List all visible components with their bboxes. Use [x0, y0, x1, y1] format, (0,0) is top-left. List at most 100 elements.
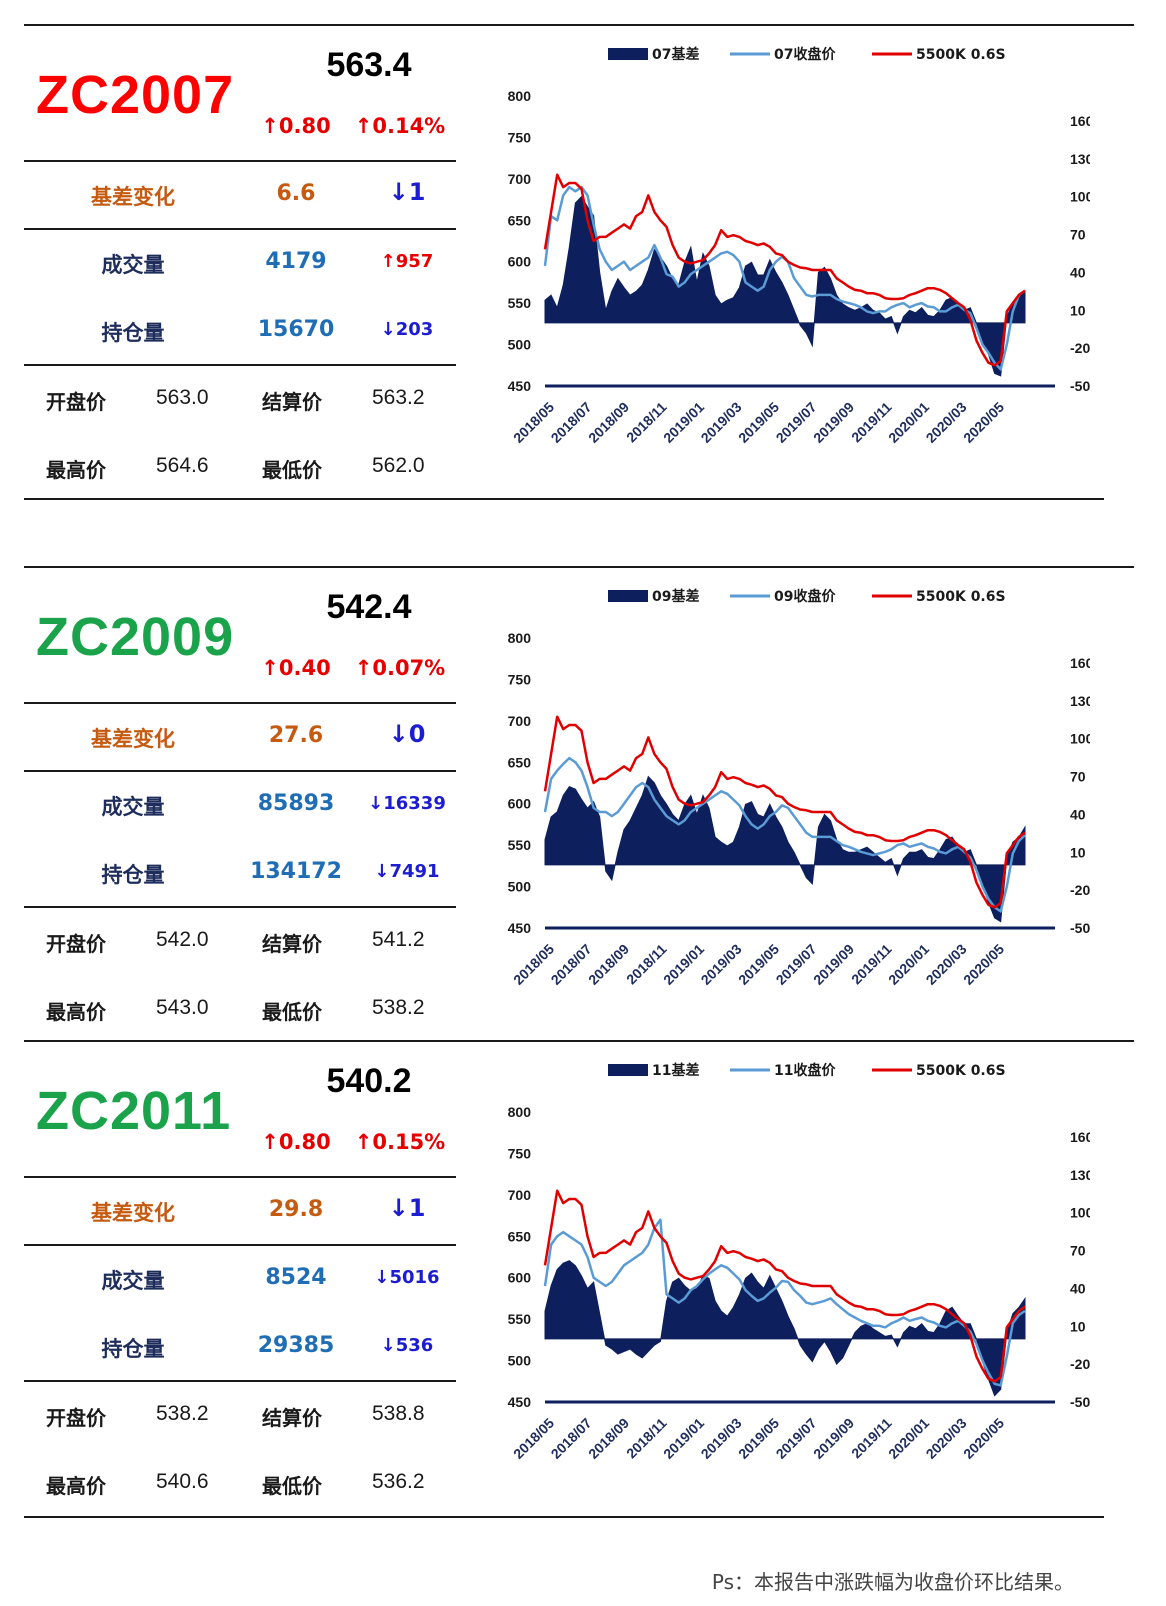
- price-change: ↑0.80: [261, 114, 331, 138]
- close-price-line: [543, 1218, 1026, 1387]
- y-left-tick: 600: [508, 1270, 532, 1286]
- y-right-tick: 70: [1070, 769, 1086, 785]
- last-price: 540.2: [326, 1062, 412, 1100]
- basis-delta: ↓1: [388, 1194, 426, 1222]
- y-left-tick: 550: [508, 1311, 532, 1327]
- x-tick: 2020/05: [960, 941, 1007, 988]
- x-tick: 2019/01: [660, 399, 707, 446]
- y-left-tick: 800: [508, 630, 532, 646]
- open-label: 开盘价: [46, 932, 106, 956]
- y-right-tick: 160: [1070, 1129, 1090, 1145]
- y-left-tick: 450: [508, 378, 532, 394]
- contract-panel: ZC2007 563.4 ↑0.80 ↑0.14% 基差变化 6.6 ↓1 成交…: [24, 24, 1134, 504]
- open-interest-label: 持仓量: [101, 321, 165, 345]
- x-tick: 2018/07: [548, 941, 595, 988]
- y-left-tick: 650: [508, 754, 532, 770]
- settle-label: 结算价: [262, 390, 322, 414]
- legend-label: 5500K 0.6S: [916, 589, 1006, 605]
- settle-value: 563.2: [372, 386, 425, 409]
- legend-label: 09收盘价: [774, 588, 836, 605]
- y-right-tick: 100: [1070, 1205, 1090, 1221]
- y-right-tick: -50: [1070, 378, 1090, 394]
- y-right-tick: 100: [1070, 189, 1090, 205]
- y-left-tick: 450: [508, 920, 532, 936]
- legend-label: 5500K 0.6S: [916, 47, 1006, 63]
- x-tick: 2020/01: [885, 399, 932, 446]
- x-tick: 2019/05: [735, 1415, 782, 1462]
- volume-label: 成交量: [101, 795, 165, 819]
- y-right-tick: 10: [1070, 1318, 1086, 1334]
- contract-panel: ZC2011 540.2 ↑0.80 ↑0.15% 基差变化 29.8 ↓1 成…: [24, 1040, 1134, 1526]
- open-value: 538.2: [156, 1402, 209, 1425]
- divider: [24, 1176, 456, 1178]
- open-value: 542.0: [156, 928, 209, 951]
- legend-item: 11收盘价: [730, 1062, 836, 1079]
- x-tick: 2019/07: [773, 1415, 820, 1462]
- y-left-tick: 650: [508, 1228, 532, 1244]
- legend-item: 11基差: [608, 1062, 699, 1079]
- y-left-tick: 800: [508, 1104, 532, 1120]
- divider: [24, 364, 456, 366]
- y-right-tick: 40: [1070, 806, 1086, 822]
- x-tick: 2018/09: [585, 399, 632, 446]
- high-value: 564.6: [156, 454, 209, 477]
- price-change: ↑0.80: [261, 1130, 331, 1154]
- x-tick: 2019/03: [698, 941, 745, 988]
- legend-label: 07基差: [652, 46, 699, 63]
- y-left-tick: 650: [508, 212, 532, 228]
- open-interest-delta: ↓203: [380, 319, 434, 340]
- settle-label: 结算价: [262, 1406, 322, 1430]
- volume-label: 成交量: [101, 1269, 165, 1293]
- x-tick: 2019/05: [735, 399, 782, 446]
- y-left-tick: 500: [508, 337, 532, 353]
- divider: [24, 160, 456, 162]
- y-right-tick: 10: [1070, 844, 1086, 860]
- y-right-tick: 10: [1070, 302, 1086, 318]
- x-tick: 2020/05: [960, 399, 1007, 446]
- y-right-tick: -20: [1070, 1356, 1090, 1372]
- y-right-tick: 130: [1070, 151, 1090, 167]
- y-right-tick: 130: [1070, 693, 1090, 709]
- y-left-tick: 800: [508, 88, 532, 104]
- bottom-divider: [24, 498, 1104, 500]
- volume-label: 成交量: [101, 253, 165, 277]
- basis-value: 27.6: [268, 723, 324, 748]
- x-tick: 2019/01: [660, 941, 707, 988]
- open-interest-label: 持仓量: [101, 863, 165, 887]
- settle-value: 541.2: [372, 928, 425, 951]
- x-tick: 2018/05: [510, 1415, 557, 1462]
- high-label: 最高价: [46, 1000, 106, 1024]
- volume-delta: ↑957: [380, 251, 434, 272]
- x-tick: 2019/07: [773, 941, 820, 988]
- open-label: 开盘价: [46, 1406, 106, 1430]
- divider: [24, 702, 456, 704]
- low-value: 536.2: [372, 1470, 425, 1493]
- x-tick: 2020/01: [885, 1415, 932, 1462]
- spot-price-line: [543, 715, 1026, 909]
- y-left-tick: 750: [508, 671, 532, 687]
- y-right-tick: 100: [1070, 731, 1090, 747]
- x-tick: 2018/07: [548, 1415, 595, 1462]
- x-tick: 2018/07: [548, 399, 595, 446]
- contract-code: ZC2009: [36, 607, 235, 667]
- settle-value: 538.8: [372, 1402, 425, 1425]
- divider: [24, 1244, 456, 1246]
- low-label: 最低价: [262, 1000, 322, 1024]
- divider: [24, 906, 456, 908]
- legend-label: 07收盘价: [774, 46, 836, 63]
- spot-price-line: [543, 1189, 1026, 1383]
- price-change-pct: ↑0.15%: [354, 1130, 446, 1154]
- divider: [24, 228, 456, 230]
- y-right-tick: 70: [1070, 1243, 1086, 1259]
- y-left-tick: 600: [508, 796, 532, 812]
- legend-item: 09收盘价: [730, 588, 836, 605]
- x-tick: 2018/09: [585, 1415, 632, 1462]
- volume-delta: ↓16339: [368, 793, 446, 814]
- open-interest-delta: ↓536: [380, 1335, 434, 1356]
- open-label: 开盘价: [46, 390, 106, 414]
- x-tick: 2018/05: [510, 399, 557, 446]
- legend-item: 5500K 0.6S: [872, 47, 1006, 63]
- open-interest-delta: ↓7491: [374, 861, 440, 882]
- y-left-tick: 700: [508, 171, 532, 187]
- close-price-line: [543, 185, 1026, 371]
